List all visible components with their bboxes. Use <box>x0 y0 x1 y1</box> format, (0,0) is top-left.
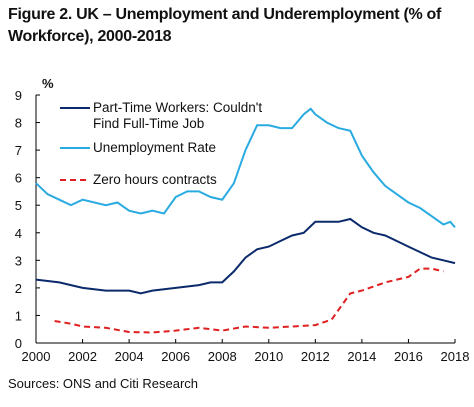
x-tick-label: 2006 <box>161 349 190 364</box>
legend-label: Unemployment Rate <box>93 140 217 155</box>
y-tick-label: 1 <box>15 308 22 323</box>
x-tick-label: 2014 <box>347 349 376 364</box>
x-tick-label: 2018 <box>441 349 470 364</box>
y-tick-label: 7 <box>15 143 22 158</box>
x-tick-label: 2008 <box>208 349 237 364</box>
series-line <box>35 217 456 295</box>
source-note: Sources: ONS and Citi Research <box>8 376 199 391</box>
series-line <box>54 267 444 334</box>
series-line <box>35 107 456 228</box>
y-tick-label: 5 <box>15 198 22 213</box>
legend-label: Zero hours contracts <box>93 172 217 187</box>
chart-title: Figure 2. UK – Unemployment and Underemp… <box>8 6 442 45</box>
x-tick-label: 2000 <box>22 349 51 364</box>
y-tick-label: 6 <box>15 171 22 186</box>
y-tick-label: 2 <box>15 281 22 296</box>
x-tick-label: 2002 <box>68 349 97 364</box>
x-tick-label: 2016 <box>394 349 423 364</box>
y-axis-label: % <box>42 76 54 91</box>
y-tick-label: 9 <box>15 88 22 103</box>
x-tick-label: 2012 <box>301 349 330 364</box>
y-tick-label: 8 <box>15 116 22 131</box>
y-tick-label: 3 <box>15 253 22 268</box>
x-tick-label: 2004 <box>115 349 144 364</box>
x-tick-label: 2010 <box>254 349 283 364</box>
y-tick-label: 0 <box>15 336 22 351</box>
legend-label: Part-Time Workers: Couldn't Find Full-Ti… <box>93 100 263 131</box>
y-tick-label: 4 <box>15 226 22 241</box>
